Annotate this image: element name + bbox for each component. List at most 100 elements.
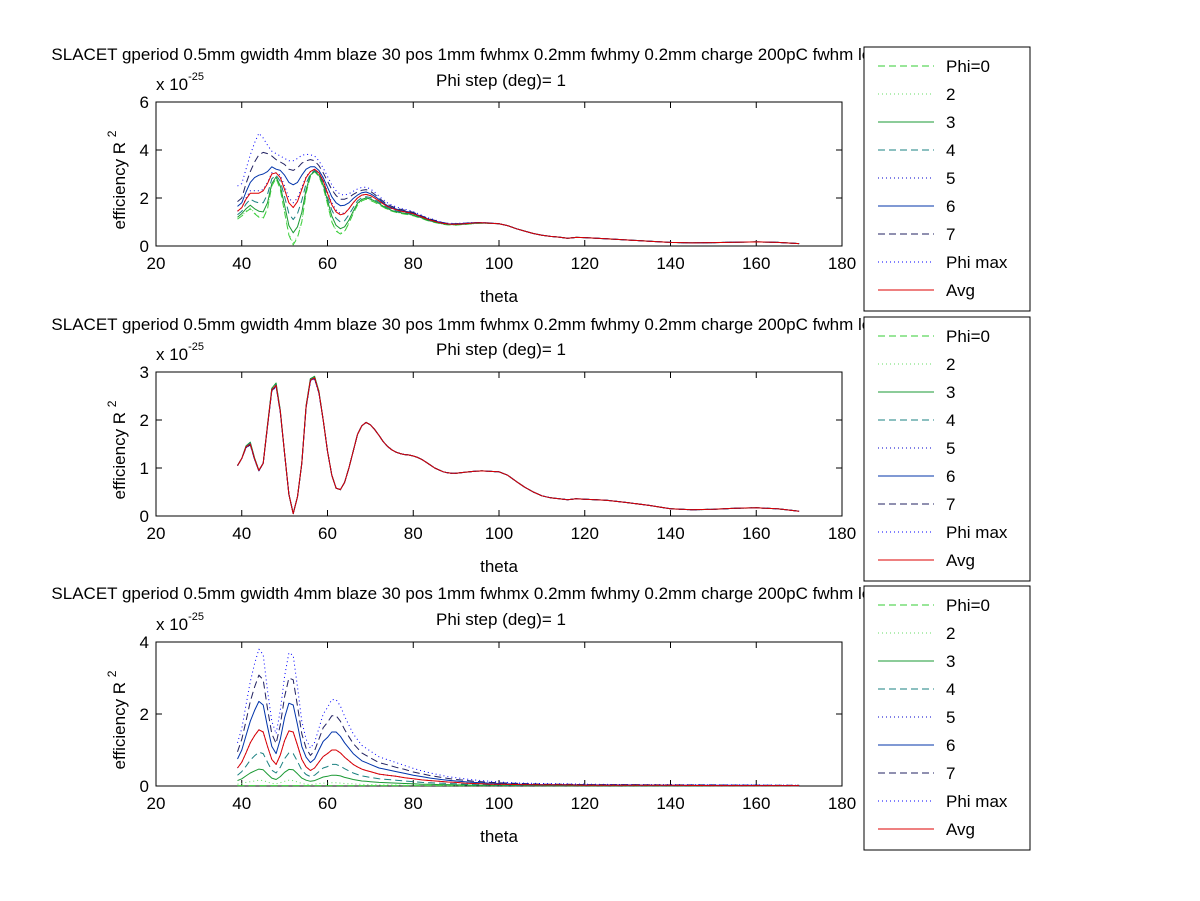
y-axis-label-text: efficiency R	[110, 407, 129, 499]
y-multiplier: x 10-25	[156, 341, 204, 364]
legend-label: Phi max	[946, 253, 1008, 272]
x-tick-label: 40	[232, 794, 251, 813]
y-axis-label: efficiency R 2	[105, 670, 129, 769]
legend-label: 2	[946, 85, 955, 104]
subplot-1: 20 40 60 80 100 120 140 160 180 0 2 4 6 x 10-25 effici…	[51, 45, 1031, 312]
y-multiplier: x 10-25	[156, 611, 204, 634]
x-tick-label: 140	[656, 254, 684, 273]
y-multiplier: x 10-25	[156, 71, 204, 94]
y-tick-label: 0	[140, 777, 149, 796]
legend-label: 5	[946, 708, 955, 727]
series-line-avg	[237, 729, 800, 787]
x-tick-label: 120	[571, 794, 599, 813]
legend-box	[863, 585, 1031, 851]
legend-label: Avg	[946, 820, 975, 839]
chart-subtitle: Phi step (deg)= 1	[436, 340, 566, 359]
x-tick-label: 180	[828, 794, 856, 813]
legend-label: Phi=0	[946, 596, 990, 615]
x-tick-label: 160	[742, 524, 770, 543]
legend-label: 7	[946, 225, 955, 244]
legend-label: 4	[946, 680, 955, 699]
x-tick-label: 20	[147, 794, 166, 813]
chart-title: SLACET gperiod 0.5mm gwidth 4mm blaze 30…	[51, 45, 950, 64]
x-tick-label: 80	[404, 524, 423, 543]
y-axis-label-text: efficiency R	[110, 677, 129, 769]
y-multiplier-base: x 10	[156, 615, 188, 634]
y-tick-label: 2	[140, 411, 149, 430]
legend-label: Avg	[946, 551, 975, 570]
y-tick-label: 0	[140, 237, 149, 256]
x-tick-label: 100	[485, 254, 513, 273]
y-multiplier-exponent: -25	[188, 71, 204, 83]
chart-subtitle: Phi step (deg)= 1	[436, 610, 566, 629]
y-tick-label: 2	[140, 705, 149, 724]
y-axis-label-exponent: 2	[105, 670, 119, 677]
legend-label: 3	[946, 383, 955, 402]
y-tick-label: 4	[140, 141, 149, 160]
y-axis-label-text: efficiency R	[110, 137, 129, 229]
x-tick-label: 140	[656, 524, 684, 543]
legend-label: 6	[946, 197, 955, 216]
x-axis-label: theta	[480, 827, 518, 846]
x-tick-label: 40	[232, 254, 251, 273]
legend-label: 2	[946, 624, 955, 643]
chart-title: SLACET gperiod 0.5mm gwidth 4mm blaze 30…	[51, 315, 950, 334]
x-tick-label: 160	[742, 254, 770, 273]
x-tick-label: 40	[232, 524, 251, 543]
x-tick-label: 60	[318, 794, 337, 813]
x-tick-label: 60	[318, 254, 337, 273]
subplot-2: 20 40 60 80 100 120 140 160 180 0 1 2 3 x 10-25 effici…	[51, 315, 1031, 582]
series-line-2	[237, 171, 800, 245]
series-line-4	[237, 751, 800, 787]
legend-label: Avg	[946, 281, 975, 300]
chart-title: SLACET gperiod 0.5mm gwidth 4mm blaze 30…	[51, 584, 950, 603]
legend-label: 2	[946, 355, 955, 374]
legend-label: 3	[946, 652, 955, 671]
x-tick-label: 80	[404, 254, 423, 273]
legend-label: 7	[946, 764, 955, 783]
y-tick-label: 4	[140, 633, 149, 652]
legend-label: 6	[946, 467, 955, 486]
series-line-6	[237, 700, 800, 787]
x-tick-label: 60	[318, 524, 337, 543]
x-tick-label: 180	[828, 524, 856, 543]
legend-box	[863, 316, 1031, 582]
y-axis-label-exponent: 2	[105, 400, 119, 407]
y-axis-label: efficiency R 2	[105, 130, 129, 229]
y-tick-label: 3	[140, 363, 149, 382]
legend-label: 6	[946, 736, 955, 755]
y-axis-label-exponent: 2	[105, 130, 119, 137]
x-tick-label: 20	[147, 254, 166, 273]
y-tick-label: 2	[140, 189, 149, 208]
x-tick-label: 120	[571, 524, 599, 543]
x-tick-label: 20	[147, 524, 166, 543]
x-axis-label: theta	[480, 557, 518, 576]
x-tick-label: 100	[485, 794, 513, 813]
legend: Phi=0 2 3 4 5 6 7 Phi max Avg	[863, 46, 1031, 312]
legend-label: Phi max	[946, 523, 1008, 542]
legend-label: Phi=0	[946, 327, 990, 346]
series-line-7	[237, 674, 800, 786]
legend-label: Phi max	[946, 792, 1008, 811]
x-tick-label: 180	[828, 254, 856, 273]
x-tick-label: 160	[742, 794, 770, 813]
subplot-3: 20 40 60 80 100 120 140 160 180 0 2 4 x 10-25 efficie…	[51, 584, 1031, 851]
x-tick-label: 100	[485, 524, 513, 543]
chart-subtitle: Phi step (deg)= 1	[436, 71, 566, 90]
y-multiplier-exponent: -25	[188, 611, 204, 623]
y-multiplier-exponent: -25	[188, 341, 204, 353]
legend-label: 3	[946, 113, 955, 132]
series-line-avg	[237, 377, 800, 515]
x-tick-label: 120	[571, 254, 599, 273]
legend-label: Phi=0	[946, 57, 990, 76]
legend-label: 4	[946, 411, 955, 430]
y-axis-label: efficiency R 2	[105, 400, 129, 499]
plot-area	[237, 648, 800, 787]
x-axis-label: theta	[480, 287, 518, 306]
y-tick-label: 0	[140, 507, 149, 526]
y-multiplier-base: x 10	[156, 345, 188, 364]
series-line-avg	[237, 168, 800, 245]
legend-label: 5	[946, 439, 955, 458]
